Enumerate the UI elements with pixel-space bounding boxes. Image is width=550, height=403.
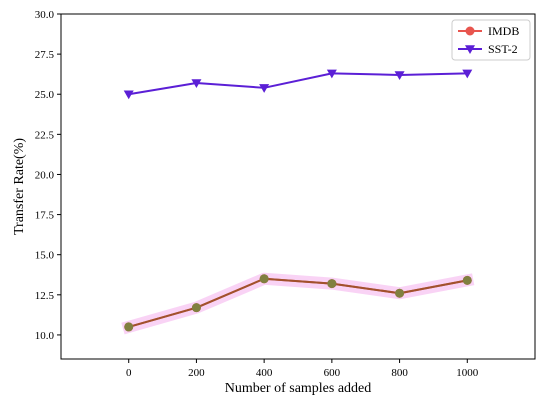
plot-frame bbox=[60, 13, 536, 360]
y-axis-label: Transfer Rate(%) bbox=[12, 138, 27, 235]
x-tick-label-200: 200 bbox=[188, 367, 205, 379]
x-tick-label-800: 800 bbox=[391, 367, 408, 379]
legend: IMDB SST-2 bbox=[451, 19, 531, 61]
legend-marker-imdb bbox=[465, 26, 475, 36]
y-tick-label-25.0: 25.0 bbox=[35, 89, 55, 101]
sst-2-point-1000 bbox=[462, 69, 473, 79]
y-tick-label-12.5: 12.5 bbox=[35, 290, 55, 302]
x-tick-label-0: 0 bbox=[126, 367, 132, 379]
x-tick-label-1000: 1000 bbox=[456, 367, 479, 379]
imdb-highlight-band bbox=[121, 272, 475, 335]
x-tick-label-600: 600 bbox=[324, 367, 341, 379]
x-axis-label: Number of samples added bbox=[225, 381, 372, 396]
series-markers bbox=[123, 69, 473, 332]
y-tick-label-10.0: 10.0 bbox=[35, 330, 55, 342]
x-axis: 0 200 400 600 800 1000 bbox=[126, 359, 479, 379]
legend-label-imdb: IMDB bbox=[488, 24, 519, 38]
series-line-sst-2 bbox=[128, 72, 468, 96]
legend-marker-sst-2 bbox=[465, 45, 475, 54]
x-tick-label-400: 400 bbox=[256, 367, 273, 379]
overlay-point-400 bbox=[259, 274, 269, 284]
y-tick-label-27.5: 27.5 bbox=[35, 49, 55, 61]
overlay-line bbox=[128, 277, 468, 328]
imdb-band bbox=[121, 272, 475, 335]
y-tick-label-30.0: 30.0 bbox=[35, 9, 55, 21]
overlay-point-1000 bbox=[462, 275, 472, 285]
y-axis: 10.0 12.5 15.0 17.5 20.0 22.5 25.0 27.5 30.0 bbox=[35, 9, 61, 342]
y-tick-label-22.5: 22.5 bbox=[35, 129, 55, 141]
overlay-point-800 bbox=[395, 288, 405, 298]
y-tick-label-17.5: 17.5 bbox=[35, 210, 55, 222]
series-lines bbox=[128, 72, 468, 328]
overlay-point-600 bbox=[327, 279, 337, 289]
sst-2-point-200 bbox=[191, 79, 202, 88]
legend-label-sst-2: SST-2 bbox=[488, 42, 518, 56]
sst-2-point-800 bbox=[394, 71, 405, 80]
sst-2-point-400 bbox=[259, 84, 270, 93]
overlay-point-0 bbox=[124, 322, 134, 332]
y-tick-label-15.0: 15.0 bbox=[35, 250, 55, 262]
sst-2-point-0 bbox=[123, 90, 134, 100]
y-tick-label-20.0: 20.0 bbox=[35, 169, 55, 181]
sst-2-point-600 bbox=[326, 69, 337, 79]
overlay-point-200 bbox=[191, 303, 201, 313]
